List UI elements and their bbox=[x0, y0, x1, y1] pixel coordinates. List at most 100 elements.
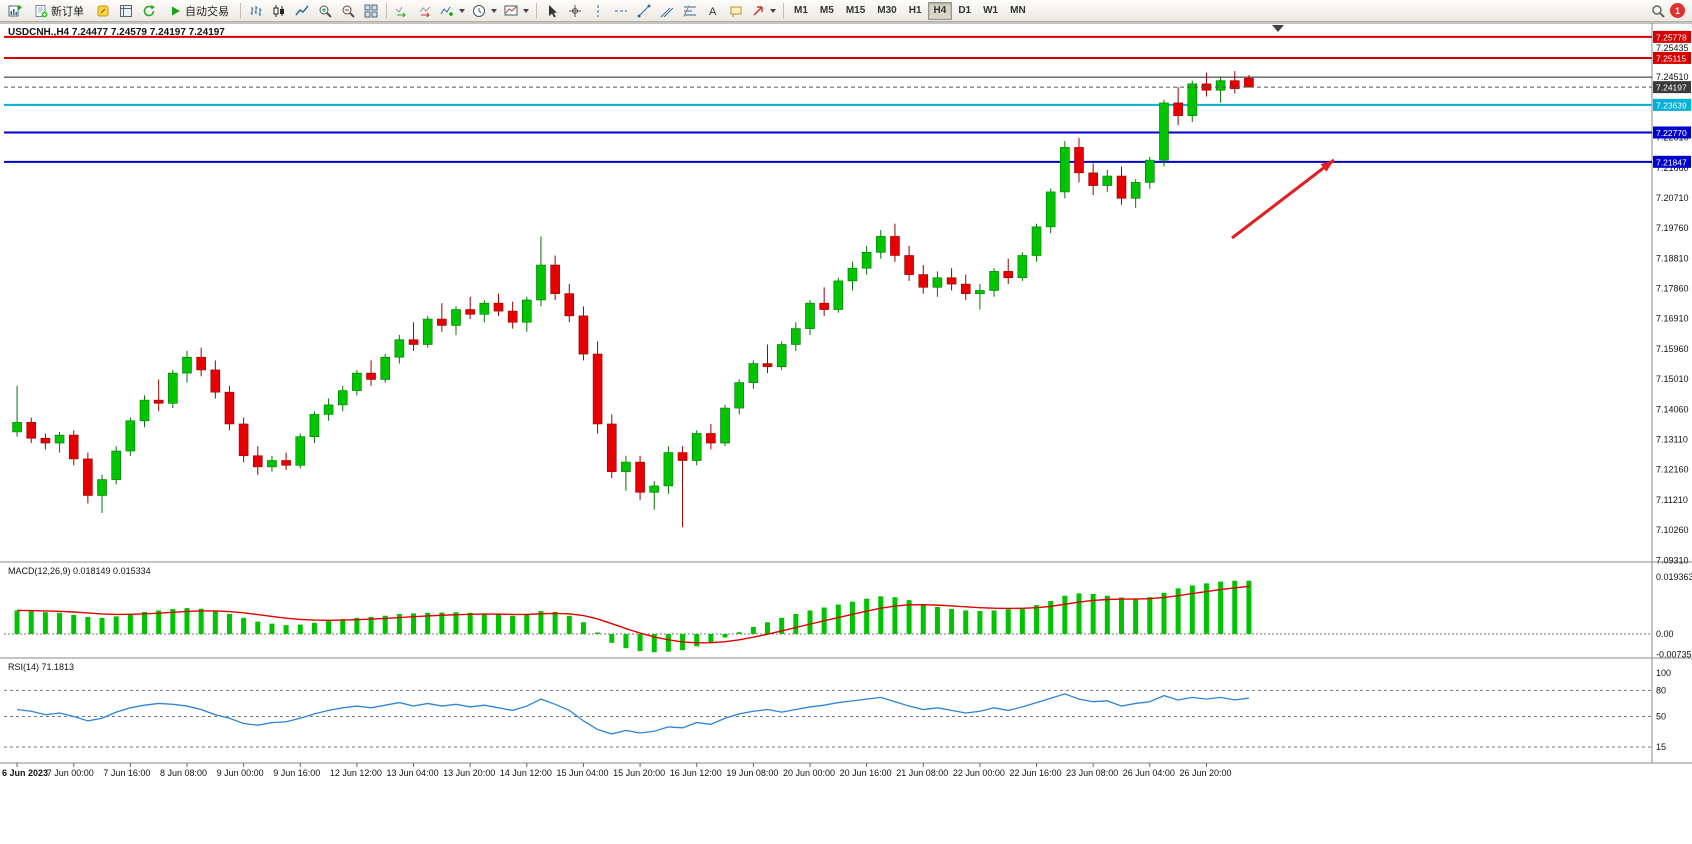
metaeditor-button[interactable] bbox=[92, 1, 114, 20]
time-axis[interactable] bbox=[0, 763, 1652, 782]
rsi-label: RSI(14) 71.1813 bbox=[8, 662, 75, 672]
toolbar-separator bbox=[783, 2, 784, 19]
timeframe-button-m5[interactable]: M5 bbox=[819, 5, 834, 16]
search-icon bbox=[1652, 4, 1665, 18]
svg-text:0.019363: 0.019363 bbox=[1656, 572, 1692, 582]
new-order-label: 新订单 bbox=[51, 5, 84, 18]
periods-button[interactable] bbox=[469, 1, 500, 20]
fibonacci-button[interactable] bbox=[679, 1, 701, 20]
svg-text:50: 50 bbox=[1656, 712, 1666, 722]
auto-trading-icon bbox=[172, 6, 180, 15]
chevron-down-icon bbox=[523, 8, 529, 13]
new-chart-button[interactable] bbox=[4, 1, 26, 20]
tile-windows-button[interactable] bbox=[360, 1, 382, 20]
svg-text:7.17860: 7.17860 bbox=[1656, 284, 1689, 294]
svg-text:7.12160: 7.12160 bbox=[1656, 465, 1689, 475]
svg-text:9 Jun 00:00: 9 Jun 00:00 bbox=[217, 768, 264, 778]
price-axis[interactable] bbox=[1652, 23, 1692, 763]
clock-icon bbox=[473, 4, 485, 17]
svg-text:7 Jun 00:00: 7 Jun 00:00 bbox=[47, 768, 94, 778]
chevron-down-icon bbox=[770, 8, 776, 13]
timeframe-button-d1[interactable]: D1 bbox=[958, 5, 972, 16]
arrow-tool-icon bbox=[753, 5, 763, 16]
level-lines bbox=[4, 35, 1652, 163]
level-price-box bbox=[1653, 98, 1691, 111]
auto-trading-button[interactable]: 自动交易 bbox=[161, 1, 236, 20]
svg-text:7.15010: 7.15010 bbox=[1656, 374, 1689, 384]
timeframe-toolbar: M1 M5 M15 M30 H1 H4 D1 W1 MN bbox=[788, 1, 1032, 20]
svg-text:7.11210: 7.11210 bbox=[1656, 495, 1688, 505]
level-price-box bbox=[1653, 155, 1691, 168]
svg-text:26 Jun 20:00: 26 Jun 20:00 bbox=[1179, 768, 1231, 778]
indicators-button[interactable] bbox=[437, 1, 468, 20]
toolbar-separator bbox=[240, 2, 241, 19]
svg-text:7 Jun 16:00: 7 Jun 16:00 bbox=[103, 768, 150, 778]
chevron-down-icon bbox=[491, 8, 497, 13]
new-order-icon bbox=[35, 4, 48, 17]
svg-text:23 Jun 08:00: 23 Jun 08:00 bbox=[1066, 768, 1118, 778]
chevron-down-icon bbox=[459, 8, 465, 13]
auto-scroll-icon bbox=[395, 6, 406, 17]
timeframe-button-m30[interactable]: M30 bbox=[877, 5, 897, 16]
horizontal-line-button[interactable] bbox=[610, 1, 632, 20]
templates-button[interactable] bbox=[501, 1, 532, 20]
label-tool-button[interactable] bbox=[725, 1, 747, 20]
channel-icon bbox=[660, 7, 674, 17]
arrows-tool-button[interactable] bbox=[748, 1, 779, 20]
trendline-button[interactable] bbox=[633, 1, 655, 20]
level-price-box bbox=[1653, 30, 1691, 43]
chart-bars-button[interactable] bbox=[245, 1, 267, 20]
channel-button[interactable] bbox=[656, 1, 678, 20]
svg-text:7.25778: 7.25778 bbox=[1656, 32, 1687, 42]
chart-shift-button[interactable] bbox=[414, 1, 436, 20]
svg-text:15 Jun 20:00: 15 Jun 20:00 bbox=[613, 768, 665, 778]
timeframe-button-h4[interactable]: H4 bbox=[927, 1, 953, 20]
level-price-box bbox=[1653, 51, 1691, 64]
auto-scroll-button[interactable] bbox=[391, 1, 413, 20]
trend-arrow bbox=[1231, 158, 1335, 240]
svg-text:100: 100 bbox=[1656, 668, 1671, 678]
auto-trading-label: 自动交易 bbox=[185, 5, 229, 18]
chart-line-button[interactable] bbox=[291, 1, 313, 20]
svg-text:A: A bbox=[709, 6, 717, 18]
macd-label: MACD(12,26,9) 0.018149 0.015334 bbox=[8, 566, 151, 576]
notification-badge[interactable]: 1 bbox=[1670, 3, 1685, 18]
current-price-box bbox=[1653, 81, 1691, 94]
timeframe-button-h1[interactable]: H1 bbox=[908, 5, 922, 16]
timeframe-button-m1[interactable]: M1 bbox=[794, 5, 808, 16]
vertical-line-icon bbox=[597, 4, 599, 17]
vertical-line-button[interactable] bbox=[587, 1, 609, 20]
svg-text:7.23639: 7.23639 bbox=[1656, 100, 1687, 110]
zoom-in-button[interactable] bbox=[314, 1, 336, 20]
refresh-button[interactable] bbox=[138, 1, 160, 20]
metaeditor-icon bbox=[97, 5, 109, 16]
svg-text:7.15960: 7.15960 bbox=[1656, 344, 1689, 354]
text-tool-button[interactable]: A bbox=[702, 1, 724, 20]
svg-text:21 Jun 08:00: 21 Jun 08:00 bbox=[896, 768, 948, 778]
svg-text:19 Jun 08:00: 19 Jun 08:00 bbox=[726, 768, 778, 778]
cursor-button[interactable] bbox=[541, 1, 563, 20]
timeframe-button-mn[interactable]: MN bbox=[1010, 5, 1026, 16]
svg-text:7.16910: 7.16910 bbox=[1656, 314, 1689, 324]
chart-candles-button[interactable] bbox=[268, 1, 290, 20]
trendline-icon bbox=[637, 4, 651, 17]
label-tool-icon bbox=[730, 6, 742, 17]
svg-text:7.22770: 7.22770 bbox=[1656, 128, 1687, 138]
rsi-line bbox=[17, 693, 1250, 735]
tile-windows-icon bbox=[364, 4, 378, 17]
new-order-button[interactable]: 新订单 bbox=[27, 1, 91, 20]
toolbar-separator bbox=[386, 2, 387, 19]
search-button[interactable] bbox=[1647, 1, 1669, 20]
crosshair-button[interactable] bbox=[564, 1, 586, 20]
svg-text:7.13110: 7.13110 bbox=[1656, 435, 1688, 445]
timeframe-button-m15[interactable]: M15 bbox=[845, 5, 866, 16]
svg-text:80: 80 bbox=[1656, 685, 1666, 695]
horizontal-line-icon bbox=[615, 10, 627, 11]
svg-text:22 Jun 16:00: 22 Jun 16:00 bbox=[1010, 768, 1062, 778]
svg-text:13 Jun 20:00: 13 Jun 20:00 bbox=[443, 768, 495, 778]
market-watch-button[interactable] bbox=[115, 1, 137, 20]
zoom-out-button[interactable] bbox=[337, 1, 359, 20]
timeframe-button-w1[interactable]: W1 bbox=[983, 5, 999, 16]
level-price-box bbox=[1653, 126, 1691, 139]
